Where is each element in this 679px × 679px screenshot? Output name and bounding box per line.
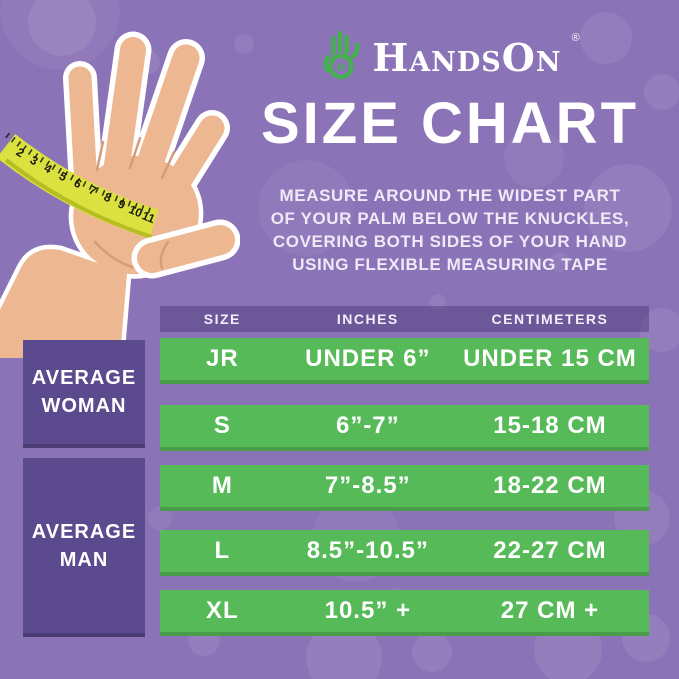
measure-instructions: MEASURE AROUND THE WIDEST PART OF YOUR P… [235, 184, 665, 276]
group-label-line: AVERAGE [31, 367, 137, 389]
column-header-inches: INCHES [336, 311, 399, 327]
instruction-line: OF YOUR PALM BELOW THE KNUCKLES, [270, 209, 630, 228]
group-label-average-woman: AVERAGE WOMAN [23, 340, 145, 448]
centimeters-cell: 15-18 CM [493, 412, 607, 439]
tape-numbers: 2 3 4 5 6 7 8 9 10 11 [14, 145, 158, 226]
brand-name: HandsOn [372, 34, 562, 80]
centimeters-cell: 18-22 CM [493, 472, 607, 499]
group-label-average-man: AVERAGE MAN [23, 458, 145, 637]
instruction-line: COVERING BOTH SIDES OF YOUR HAND [272, 232, 628, 251]
table-row-s: S 6”-7” 15-18 CM [160, 405, 649, 451]
table-row-l: L 8.5”-10.5” 22-27 CM [160, 530, 649, 576]
measuring-tape: 2 3 4 5 6 7 8 9 10 11 [0, 132, 159, 239]
inches-cell: 6”-7” [335, 412, 400, 439]
page-title: SIZE CHART [261, 91, 639, 156]
size-cell: L [214, 537, 231, 564]
registered-mark: ® [571, 32, 580, 44]
centimeters-cell: 22-27 CM [493, 537, 607, 564]
group-label-line: WOMAN [41, 395, 127, 417]
column-header-centimeters: CENTIMETERS [491, 311, 609, 327]
centimeters-cell: UNDER 15 CM [463, 345, 637, 372]
hand-with-measuring-tape: 2 3 4 5 6 7 8 9 10 11 [0, 10, 241, 374]
svg-text:H: H [337, 62, 345, 74]
table-header-row: SIZE INCHES CENTIMETERS [160, 306, 649, 332]
table-row-m: M 7”-8.5” 18-22 CM [160, 465, 649, 511]
instruction-line: USING FLEXIBLE MEASURING TAPE [292, 255, 608, 274]
table-row-jr: JR UNDER 6” UNDER 15 CM [160, 338, 649, 384]
size-cell: XL [206, 597, 239, 624]
instruction-line: MEASURE AROUND THE WIDEST PART [279, 186, 621, 205]
centimeters-cell: 27 CM + [500, 597, 600, 624]
group-label-line: AVERAGE [31, 520, 137, 543]
size-cell: JR [206, 345, 239, 372]
group-label-line: MAN [59, 548, 109, 571]
size-cell: S [213, 412, 231, 439]
inches-cell: 10.5” + [324, 597, 412, 624]
table-row-xl: XL 10.5” + 27 CM + [160, 590, 649, 636]
tape-number: 10 [127, 202, 145, 220]
hand-thumb [131, 219, 241, 279]
hand-illustration-svg: 2 3 4 5 6 7 8 9 10 11 [0, 31, 241, 374]
size-cell: M [211, 472, 233, 499]
tape-number: 11 [140, 208, 157, 226]
column-header-size: SIZE [203, 311, 241, 327]
inches-cell: UNDER 6” [305, 345, 431, 372]
brand-header: H HandsOn ® [240, 28, 660, 87]
inches-cell: 8.5”-10.5” [306, 537, 429, 564]
inches-cell: 7”-8.5” [324, 472, 411, 499]
handson-logo-icon: H [320, 28, 362, 87]
